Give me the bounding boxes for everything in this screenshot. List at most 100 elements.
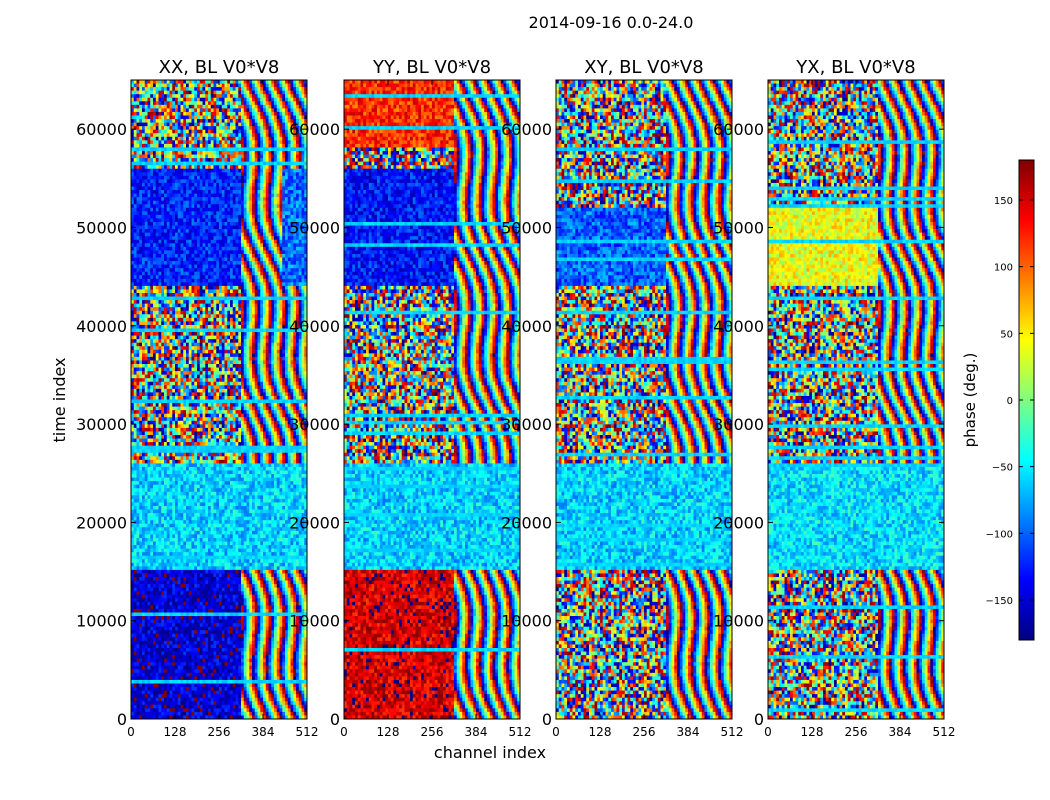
phase-cell — [156, 116, 159, 120]
phase-cell — [241, 108, 244, 112]
phase-cell — [230, 101, 233, 105]
phase-cell — [178, 119, 181, 123]
phase-cell — [214, 119, 217, 123]
phase-cell — [164, 116, 167, 120]
phase-cell — [137, 94, 140, 98]
phase-cell — [269, 126, 272, 130]
phase-cell — [247, 98, 250, 102]
phase-cell — [258, 101, 261, 105]
phase-cell — [274, 84, 277, 88]
phase-cell — [277, 98, 280, 102]
phase-cell — [208, 130, 211, 134]
phase-cell — [266, 119, 269, 123]
phase-cell — [263, 108, 266, 112]
phase-cell — [277, 108, 280, 112]
phase-cell — [227, 119, 230, 123]
phase-cell — [170, 116, 173, 120]
phase-cell — [153, 101, 156, 105]
phase-cell — [260, 108, 263, 112]
phase-cell — [214, 87, 217, 91]
phase-cell — [263, 119, 266, 123]
phase-cell — [222, 123, 225, 127]
phase-cell — [216, 105, 219, 109]
phase-cell — [255, 91, 258, 95]
phase-cell — [227, 98, 230, 102]
phase-cell — [139, 98, 142, 102]
phase-cell — [277, 101, 280, 105]
phase-cell — [277, 112, 280, 116]
phase-cell — [211, 108, 214, 112]
phase-cell — [197, 91, 200, 95]
phase-cell — [266, 94, 269, 98]
phase-cell — [233, 130, 236, 134]
phase-cell — [214, 101, 217, 105]
phase-cell — [271, 80, 274, 84]
phase-cell — [285, 87, 288, 91]
phase-cell — [164, 94, 167, 98]
phase-cell — [258, 126, 261, 130]
phase-cell — [142, 108, 145, 112]
phase-cell — [236, 91, 239, 95]
phase-cell — [153, 80, 156, 84]
phase-cell — [175, 112, 178, 116]
phase-cell — [194, 123, 197, 127]
phase-cell — [161, 126, 164, 130]
phase-cell — [238, 80, 241, 84]
phase-cell — [148, 116, 151, 120]
phase-cell — [222, 87, 225, 91]
phase-cell — [183, 87, 186, 91]
phase-cell — [271, 98, 274, 102]
phase-cell — [255, 116, 258, 120]
phase-cell — [175, 98, 178, 102]
phase-cell — [189, 87, 192, 91]
phase-cell — [139, 112, 142, 116]
phase-cell — [263, 94, 266, 98]
phase-cell — [156, 105, 159, 109]
phase-cell — [302, 101, 305, 105]
phase-cell — [288, 91, 291, 95]
phase-cell — [203, 101, 206, 105]
phase-cell — [280, 108, 283, 112]
phase-cell — [200, 119, 203, 123]
phase-cell — [211, 84, 214, 88]
phase-cell — [175, 105, 178, 109]
phase-cell — [159, 108, 162, 112]
phase-cell — [247, 126, 250, 130]
phase-cell — [216, 119, 219, 123]
phase-cell — [145, 123, 148, 127]
phase-cell — [175, 116, 178, 120]
phase-cell — [183, 123, 186, 127]
phase-cell — [241, 105, 244, 109]
phase-cell — [244, 84, 247, 88]
phase-cell — [183, 80, 186, 84]
phase-cell — [145, 126, 148, 130]
phase-cell — [211, 80, 214, 84]
phase-cell — [192, 105, 195, 109]
phase-cell — [236, 126, 239, 130]
phase-cell — [302, 105, 305, 109]
phase-cell — [299, 101, 302, 105]
phase-cell — [236, 119, 239, 123]
phase-cell — [153, 91, 156, 95]
panels-group: XX, BL V0*V80100002000030000400005000060… — [76, 57, 955, 739]
phase-cell — [203, 112, 206, 116]
phase-cell — [280, 119, 283, 123]
phase-cell — [236, 80, 239, 84]
phase-cell — [274, 112, 277, 116]
phase-cell — [148, 87, 151, 91]
phase-cell — [156, 91, 159, 95]
phase-cell — [222, 130, 225, 134]
phase-cell — [156, 126, 159, 130]
phase-cell — [285, 126, 288, 130]
phase-cell — [222, 116, 225, 120]
phase-cell — [288, 108, 291, 112]
phase-cell — [252, 80, 255, 84]
phase-cell — [137, 98, 140, 102]
phase-cell — [227, 130, 230, 134]
phase-cell — [277, 126, 280, 130]
phase-cell — [170, 108, 173, 112]
phase-cell — [271, 84, 274, 88]
phase-cell — [153, 87, 156, 91]
phase-cell — [227, 94, 230, 98]
phase-cell — [197, 119, 200, 123]
